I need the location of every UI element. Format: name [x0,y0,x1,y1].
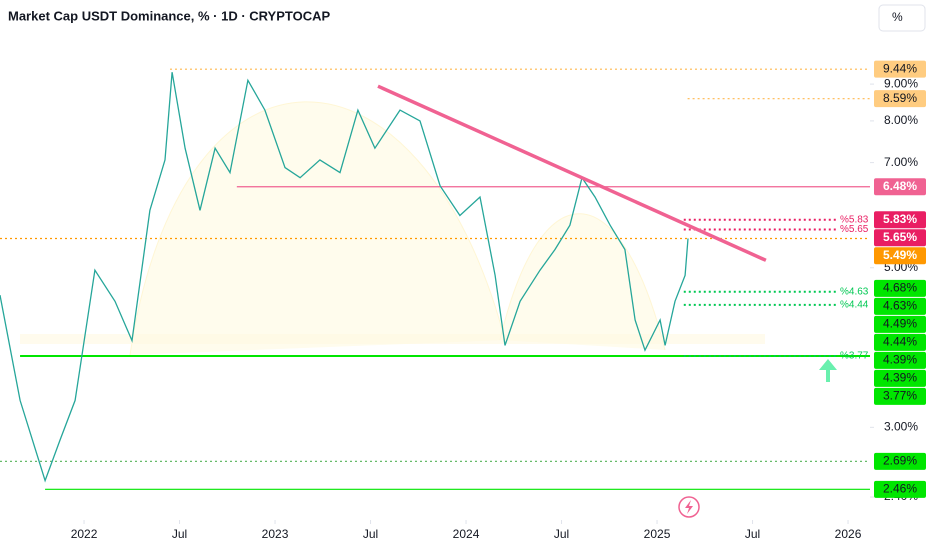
x-tick-label: Jul [745,527,760,541]
arrow-icon [819,359,837,382]
annotation-label: %5.83 [840,214,869,225]
price-label-box [874,297,926,315]
price-label-box [874,387,926,405]
price-label: 5.83% [883,212,917,226]
price-label-box [874,333,926,351]
price-label-box [874,351,926,369]
x-tick-label: 2022 [71,527,98,541]
price-label-box [874,229,926,247]
price-label: 4.63% [883,299,917,313]
x-tick-label: 2023 [262,527,289,541]
price-line [0,72,689,483]
price-label: 4.39% [883,371,917,385]
x-tick-label: Jul [172,527,187,541]
price-label: 4.39% [883,353,917,367]
scale-button[interactable] [878,4,926,32]
price-label-box [874,480,926,498]
price-label: 3.77% [883,389,917,403]
price-label: 5.49% [883,248,917,262]
price-label-box [874,369,926,387]
price-label: 6.48% [883,179,917,193]
x-tick-label: 2024 [453,527,480,541]
y-tick-label: 8.00% [884,113,918,127]
zone [20,334,765,344]
chart-title: Market Cap USDT Dominance, % · 1D · CRYP… [8,8,330,23]
price-label: 9.44% [883,61,917,75]
price-label: 2.46% [883,482,917,496]
cup-pattern [129,101,666,356]
annotation-label: %3.77 [840,351,869,362]
y-tick-label: 7.00% [884,155,918,169]
y-tick-label: 3.00% [884,420,918,434]
price-label: 8.59% [883,91,917,105]
y-tick-label: 9.00% [884,76,918,90]
price-label-box [874,315,926,333]
price-label-box [874,60,926,78]
price-label-box [874,279,926,297]
price-label-box [874,452,926,470]
price-label-box [874,247,926,265]
x-tick-label: Jul [554,527,569,541]
scale-button-label[interactable]: % [892,10,903,24]
price-label-box [874,178,926,196]
trendline [377,84,767,262]
price-label: 4.44% [883,335,917,349]
price-label: 5.65% [883,230,917,244]
x-tick-label: 2026 [835,527,862,541]
annotation-label: %4.44 [840,299,869,310]
price-label-box [874,211,926,229]
x-tick-label: Jul [363,527,378,541]
price-label-box [874,90,926,108]
x-tick-label: 2025 [644,527,671,541]
price-label: 2.69% [883,454,917,468]
price-label: 4.49% [883,317,917,331]
annotation-label: %5.65 [840,224,869,235]
annotation-label: %4.63 [840,286,869,297]
price-label: 4.68% [883,281,917,295]
lightning [685,500,693,514]
